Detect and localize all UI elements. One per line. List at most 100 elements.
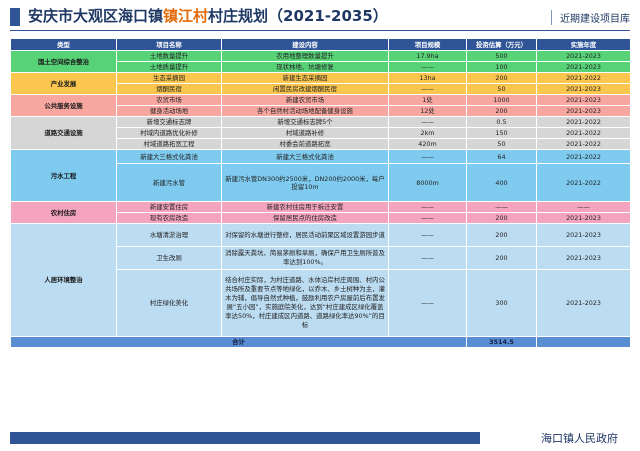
year-cell: 2021-2023 — [536, 94, 631, 106]
table-row: 道路交通设施 新增交通标志牌 新增交通标志牌5个 —— 0.5 2021-2022 — [10, 116, 631, 150]
year-cell: 2021-2023 — [536, 61, 631, 73]
scale-cell: —— — [388, 212, 467, 224]
name-cell: 新建安置住房 — [116, 201, 222, 213]
type-cell: 污水工程 — [10, 149, 117, 202]
year-cell: 2021-2023 — [536, 246, 631, 270]
name-cell: 土地数量提升 — [116, 50, 222, 62]
year-cell: 2021-2022 — [536, 149, 631, 164]
invest-cell: 200 — [466, 72, 537, 84]
name-cell: 卫生改厕 — [116, 246, 222, 270]
invest-cell: 50 — [466, 138, 537, 150]
invest-cell: 100 — [466, 61, 537, 73]
invest-cell: 200 — [466, 105, 537, 117]
header-rule — [10, 30, 630, 31]
name-cell: 新建污水管 — [116, 163, 222, 202]
table-row: 农村住房 新建安置住房 新建农村住房用于拆迁安置 —— —— —— — [10, 201, 631, 224]
title-suffix: 村庄规划（2021-2035） — [208, 7, 388, 25]
project-table: 类型 项目名称 建设内容 项目规模 投资估算（万元） 实施年度 国土空间综合整治… — [10, 38, 631, 348]
invest-cell: 1000 — [466, 94, 537, 106]
col-header-scale: 项目规模 — [388, 38, 467, 51]
year-cell: 2021-2023 — [536, 50, 631, 62]
table-row: 国土空间综合整治 土地数量提升 农用地整理数量提升 17.9ha 500 2021-202… — [10, 50, 631, 73]
invest-cell: 64 — [466, 149, 537, 164]
invest-cell: 300 — [466, 269, 537, 337]
content-cell: 农用地整理数量提升 — [221, 50, 389, 62]
scale-cell: —— — [388, 269, 467, 337]
year-cell: 2021-2022 — [536, 127, 631, 139]
year-cell: 2021-2023 — [536, 212, 631, 224]
scale-cell: —— — [388, 61, 467, 73]
total-invest: 3514.5 — [466, 336, 537, 348]
scale-cell: —— — [388, 149, 467, 164]
footer-org: 海口镇人民政府 — [541, 432, 618, 445]
type-cell: 道路交通设施 — [10, 116, 117, 150]
content-cell: 保留居民点的住房改造 — [221, 212, 389, 224]
content-cell: 新增交通标志牌5个 — [221, 116, 389, 128]
name-cell: 生态采摘园 — [116, 72, 222, 84]
content-cell: 新建农贸市场 — [221, 94, 389, 106]
type-cell: 国土空间综合整治 — [10, 50, 117, 73]
total-year-empty — [536, 336, 631, 348]
title-prefix: 安庆市大观区海口镇 — [28, 7, 164, 25]
scale-cell: —— — [388, 83, 467, 95]
content-cell: 新建农村住房用于拆迁安置 — [221, 201, 389, 213]
col-header-invest: 投资估算（万元） — [466, 38, 537, 51]
table-row: 健身活动场地 各个自然村活动场地配备健身设施 12处 200 2021-2023 — [10, 105, 631, 117]
invest-cell: 200 — [466, 212, 537, 224]
year-cell: 2021-2022 — [536, 116, 631, 128]
content-cell: 新建生态采摘园 — [221, 72, 389, 84]
type-cell: 公共服务设施 — [10, 94, 117, 117]
name-cell: 农贸市场 — [116, 94, 222, 106]
scale-cell: —— — [388, 223, 467, 247]
title-accent-block — [10, 8, 20, 26]
name-cell: 村庄绿化美化 — [116, 269, 222, 337]
content-cell: 新建污水管DN300约2500米，DN200约2000米，每户投留10m — [221, 163, 389, 202]
table-row: 产业发展 生态采摘园 新建生态采摘园 13ha 200 2021-2022 — [10, 72, 631, 95]
year-cell: 2021-2022 — [536, 72, 631, 84]
scale-cell: 13ha — [388, 72, 467, 84]
col-header-type: 类型 — [10, 38, 117, 51]
name-cell: 新建大三格式化粪池 — [116, 149, 222, 164]
content-cell: 现状林地、坑塘修复 — [221, 61, 389, 73]
invest-cell: 200 — [466, 223, 537, 247]
name-cell: 土地质量提升 — [116, 61, 222, 73]
scale-cell: 1处 — [388, 94, 467, 106]
footer-bar — [10, 432, 480, 444]
name-cell: 新增交通标志牌 — [116, 116, 222, 128]
content-cell: 新建大三格式化粪池 — [221, 149, 389, 164]
content-cell: 闲置民房改建烟酮民宿 — [221, 83, 389, 95]
scale-cell: 420m — [388, 138, 467, 150]
name-cell: 村域内道路优化补修 — [116, 127, 222, 139]
type-cell: 人居环境整治 — [10, 223, 117, 337]
page-title: 安庆市大观区海口镇镇江村村庄规划（2021-2035） — [28, 5, 388, 26]
year-cell: 2021-2023 — [536, 105, 631, 117]
name-cell: 村域道路拓宽工程 — [116, 138, 222, 150]
total-label: 合计 — [10, 336, 467, 348]
content-cell: 村域道路补修 — [221, 127, 389, 139]
scale-cell: —— — [388, 246, 467, 270]
table-row: 村域内道路优化补修 村域道路补修 2km 150 2021-2022 — [10, 127, 631, 139]
content-cell: 消除露天粪坑、简易茅厕和旱厕，确保户用卫生厕所普及率达到100%。 — [221, 246, 389, 270]
year-cell: 2021-2022 — [536, 138, 631, 150]
type-cell: 产业发展 — [10, 72, 117, 95]
scale-cell: 8000m — [388, 163, 467, 202]
invest-cell: 150 — [466, 127, 537, 139]
invest-cell: 50 — [466, 83, 537, 95]
year-cell: 2021-2023 — [536, 83, 631, 95]
year-cell: 2021-2023 — [536, 269, 631, 337]
scale-cell: —— — [388, 201, 467, 213]
content-cell: 结合村庄实际，为村庄道路、水体沿岸村庄周围、村内公共场所及重要节点等地绿化，以乔… — [221, 269, 389, 337]
name-cell: 水塘清淤治理 — [116, 223, 222, 247]
scale-cell: 12处 — [388, 105, 467, 117]
table-row: 人居环境整治 水塘清淤治理 对保留的水塘进行整修，居民活动前聚区域设置游园步道 —— 2… — [10, 223, 631, 337]
title-highlight: 镇江村 — [163, 7, 209, 25]
invest-cell: 500 — [466, 50, 537, 62]
scale-cell: 2km — [388, 127, 467, 139]
col-header-name: 项目名称 — [116, 38, 222, 51]
content-cell: 村委会前道路拓宽 — [221, 138, 389, 150]
scale-cell: 17.9ha — [388, 50, 467, 62]
invest-cell: 200 — [466, 246, 537, 270]
content-cell: 各个自然村活动场地配备健身设施 — [221, 105, 389, 117]
scale-cell: —— — [388, 116, 467, 128]
year-cell: 2021-2022 — [536, 163, 631, 202]
